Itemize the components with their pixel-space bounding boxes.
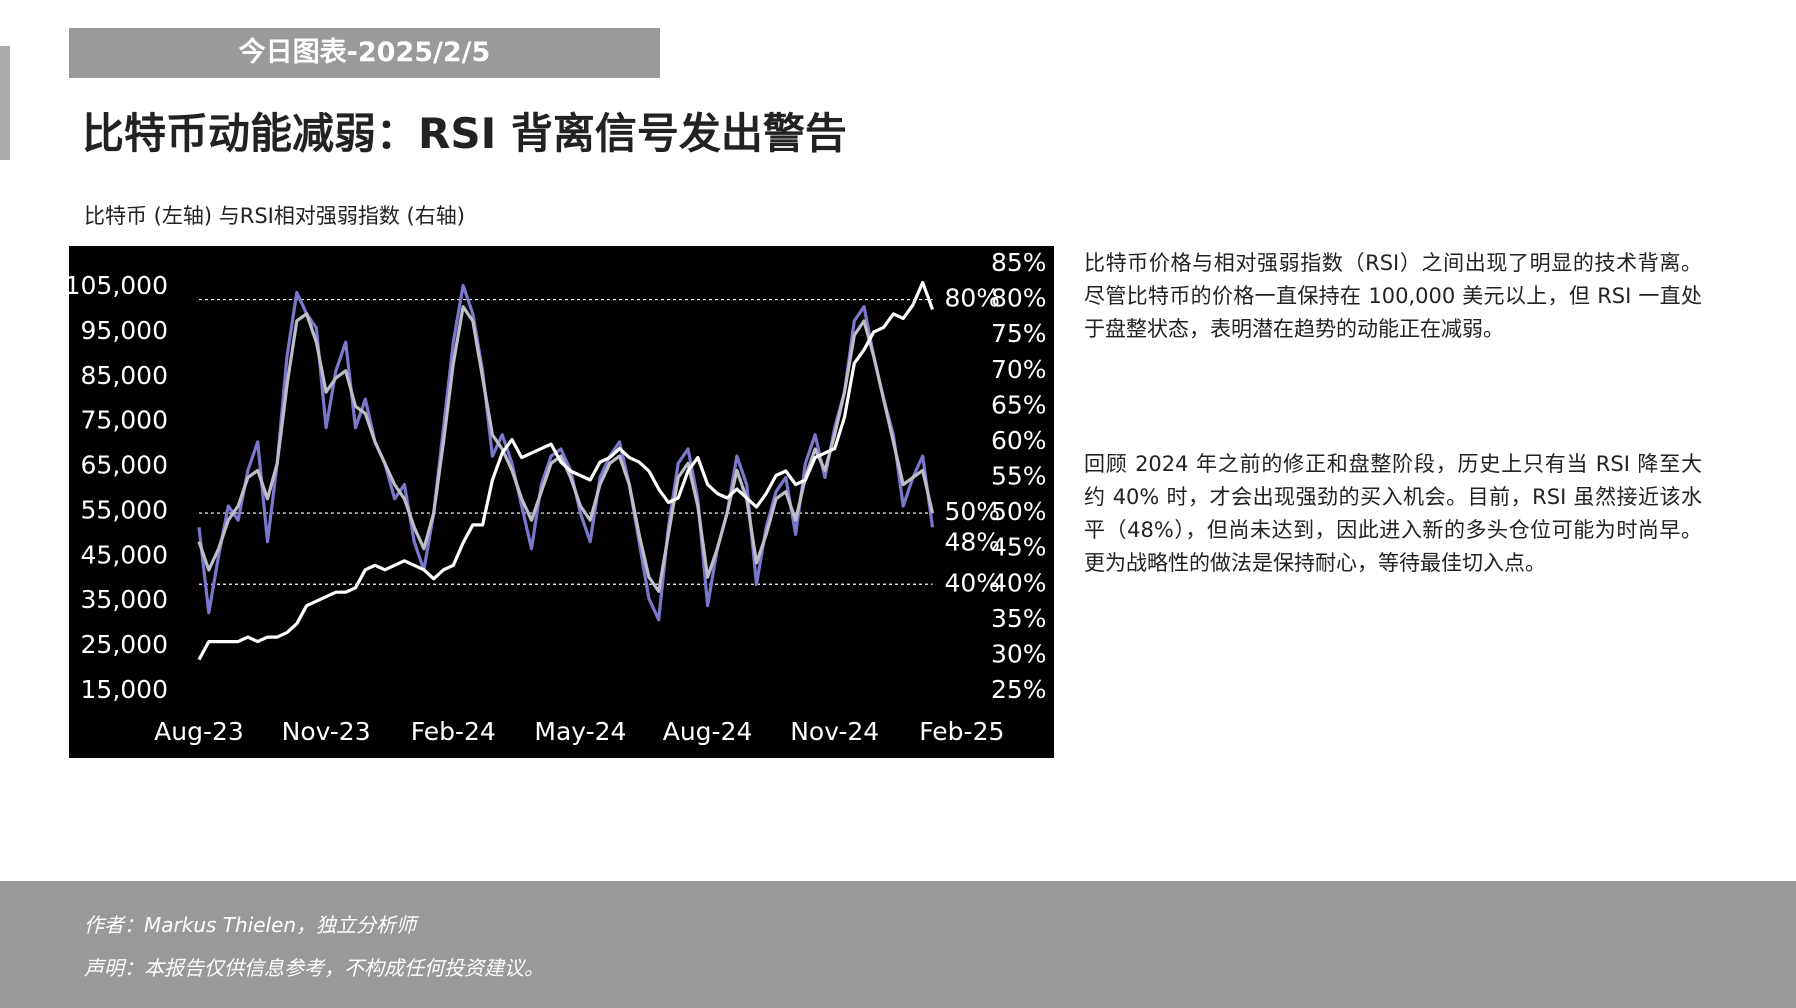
x-tick-label: May-24 [534,717,626,746]
chart-title: 比特币 (左轴) 与RSI相对强弱指数 (右轴) [84,204,465,228]
reference-label: 40% [945,568,1001,597]
y2-tick-label: 60% [991,426,1047,455]
y2-tick-label: 55% [991,462,1047,491]
series-line [197,283,935,622]
chart-background [69,246,1054,758]
y-tick-label: 105,000 [69,271,168,300]
y-tick-label: 65,000 [81,451,168,480]
x-tick-label: Feb-24 [411,717,496,746]
y2-tick-label: 75% [991,319,1047,348]
y-tick-label: 25,000 [81,630,168,659]
date-tag: 今日图表-2025/2/5 [69,28,660,78]
edge-mark [0,46,10,160]
y2-tick-label: 25% [991,675,1047,704]
y2-tick-label: 45% [991,533,1047,562]
y2-tick-label: 40% [991,568,1047,597]
commentary: 回顾 2024 年之前的修正和盘整阶段，历史上只有当 RSI 降至大约 40% … [1084,452,1702,575]
y2-tick-label: 70% [991,355,1047,384]
commentary: 比特币价格与相对强弱指数（RSI）之间出现了明显的技术背离。尽管比特币的价格一直… [1084,251,1702,341]
x-tick-label: Aug-24 [663,717,753,746]
y-tick-label: 95,000 [81,316,168,345]
annotation: 48% [945,527,1001,556]
y-tick-label: 85,000 [81,361,168,390]
disclaimer: 声明：本报告仅供信息参考，不构成任何投资建议。 [84,956,544,980]
page-title: 比特币动能减弱：RSI 背离信号发出警告 [82,109,847,158]
x-tick-label: Aug-23 [154,717,244,746]
x-tick-label: Nov-23 [282,717,371,746]
y-tick-label: 75,000 [81,406,168,435]
y-tick-label: 55,000 [81,495,168,524]
series-line [197,280,935,661]
y-tick-label: 15,000 [81,675,168,704]
y2-tick-label: 35% [991,604,1047,633]
y-tick-label: 35,000 [81,585,168,614]
y2-tick-label: 65% [991,390,1047,419]
author: 作者：Markus Thielen，独立分析师 [84,913,417,937]
x-tick-label: Nov-24 [790,717,879,746]
reference-label: 50% [945,497,1001,526]
y2-tick-label: 85% [991,248,1047,277]
x-tick-label: Feb-25 [919,717,1004,746]
chart: 15,000 25,000 35,000 45,000 55,000 65,000 75,0… [69,246,1054,758]
y-tick-label: 45,000 [81,540,168,569]
reference-label: 80% [945,284,1001,313]
y2-tick-label: 30% [991,639,1047,668]
y2-tick-label: 80% [991,284,1047,313]
y2-tick-label: 50% [991,497,1047,526]
footer: 作者：Markus Thielen，独立分析师 声明：本报告仅供信息参考，不构成… [0,881,1796,1008]
